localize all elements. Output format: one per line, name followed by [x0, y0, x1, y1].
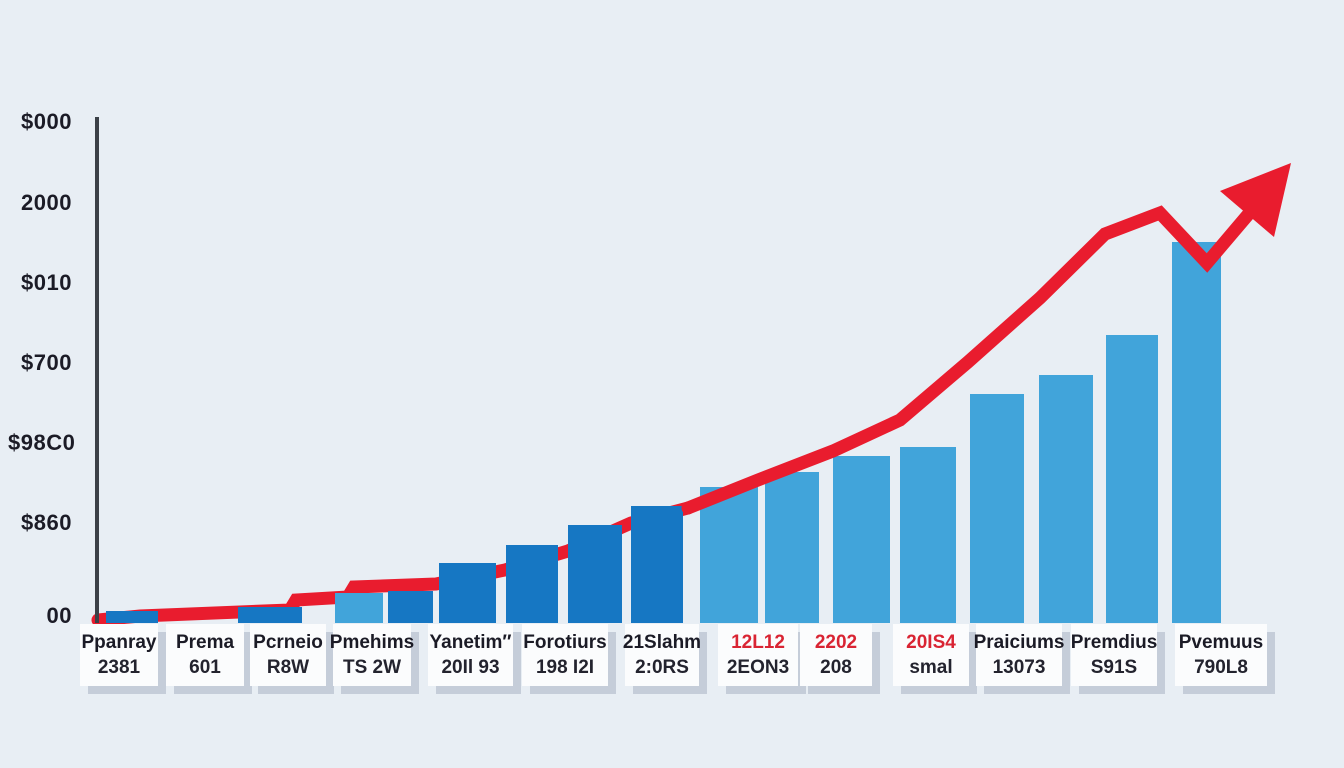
y-axis-tick-label-6: 00 [46, 603, 72, 628]
y-axis-tick-label-4: $98C0 [8, 430, 76, 455]
bar-3 [388, 591, 433, 623]
bar-1 [238, 607, 302, 623]
bar-15 [1172, 242, 1221, 623]
y-axis-tick-label-0: $000 [21, 109, 72, 134]
bar-11 [900, 447, 956, 623]
bar-10 [833, 456, 890, 623]
y-axis-tick-label-1: 2000 [21, 190, 72, 215]
bar-7 [631, 506, 683, 623]
bar-8 [700, 487, 758, 623]
y-axis-tick-label-5: $860 [21, 510, 72, 535]
y-axis-line [95, 117, 99, 623]
y-axis-tick-label-3: $700 [21, 350, 72, 375]
bar-13 [1039, 375, 1093, 623]
y-axis-tick-label-2: $010 [21, 270, 72, 295]
bar-4 [439, 563, 496, 623]
bar-6 [568, 525, 622, 623]
bar-9 [765, 472, 819, 623]
bar-14 [1106, 335, 1158, 623]
bar-2 [335, 593, 383, 623]
bar-5 [506, 545, 558, 623]
bar-0 [106, 611, 158, 623]
bar-12 [970, 394, 1024, 623]
